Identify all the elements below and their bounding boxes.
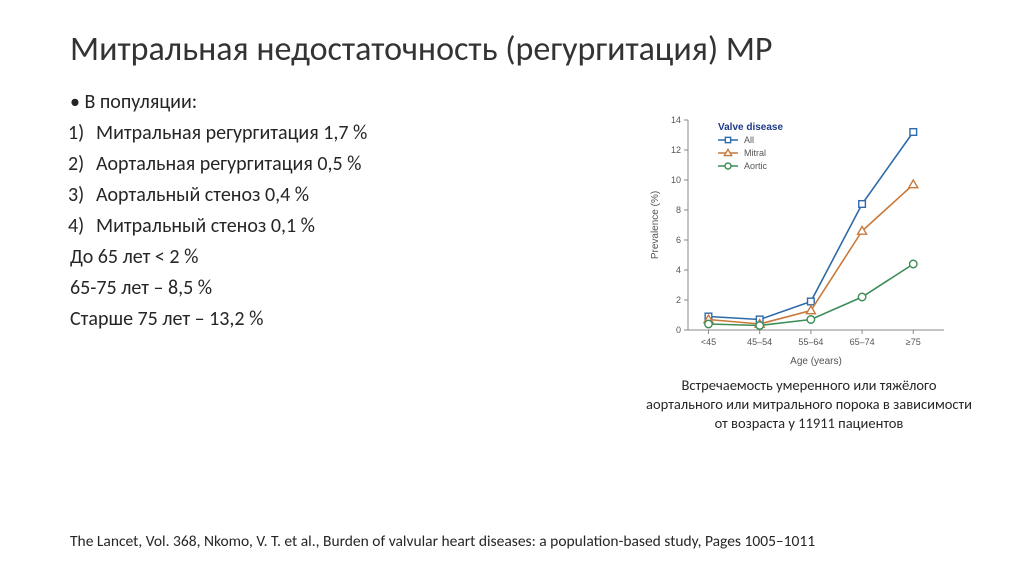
slide-title: Митральная недостаточность (регургитация… [70, 30, 954, 69]
lead-bullet: В популяции: [70, 87, 590, 118]
svg-text:0: 0 [676, 325, 681, 335]
svg-text:Mitral: Mitral [744, 148, 766, 158]
tail-line: 65-75 лет – 8,5 % [70, 273, 590, 304]
prevalence-chart: 0 2 4 6 8 10 12 14 <45 45–54 55–64 65–74 ≥75 Age (yea… [644, 110, 954, 370]
list-item: Аортальный стеноз 0,4 % [96, 180, 590, 211]
svg-text:Prevalence (%): Prevalence (%) [650, 191, 661, 259]
svg-text:45–54: 45–54 [747, 337, 772, 347]
svg-text:8: 8 [676, 205, 681, 215]
svg-text:Valve disease: Valve disease [718, 122, 783, 133]
list-item: Митральная регургитация 1,7 % [96, 118, 590, 149]
tail-line: Старше 75 лет – 13,2 % [70, 304, 590, 335]
text-column: В популяции: Митральная регургитация 1,7… [70, 87, 590, 335]
svg-text:<45: <45 [701, 337, 716, 347]
svg-text:≥75: ≥75 [906, 337, 921, 347]
svg-text:4: 4 [676, 265, 681, 275]
chart-column: 0 2 4 6 8 10 12 14 <45 45–54 55–64 65–74 ≥75 Age (yea… [644, 110, 974, 433]
svg-text:All: All [744, 135, 754, 145]
svg-text:Aortic: Aortic [744, 161, 768, 171]
svg-text:2: 2 [676, 295, 681, 305]
list-item: Аортальная регургитация 0,5 % [96, 149, 590, 180]
svg-text:Age (years): Age (years) [790, 356, 842, 367]
svg-text:14: 14 [671, 115, 681, 125]
slide: Митральная недостаточность (регургитация… [0, 0, 1024, 574]
svg-text:6: 6 [676, 235, 681, 245]
svg-text:65–74: 65–74 [850, 337, 875, 347]
citation: The Lancet, Vol. 368, Nkomo, V. T. et al… [70, 532, 954, 552]
list-item: Митральный стеноз 0,1 % [96, 211, 590, 242]
svg-text:12: 12 [671, 145, 681, 155]
svg-text:10: 10 [671, 175, 681, 185]
chart-caption: Встречаемость умеренного или тяжёлого ао… [644, 376, 974, 433]
tail-line: До 65 лет < 2 % [70, 242, 590, 273]
svg-text:55–64: 55–64 [798, 337, 823, 347]
numbered-list: Митральная регургитация 1,7 % Аортальная… [70, 118, 590, 242]
